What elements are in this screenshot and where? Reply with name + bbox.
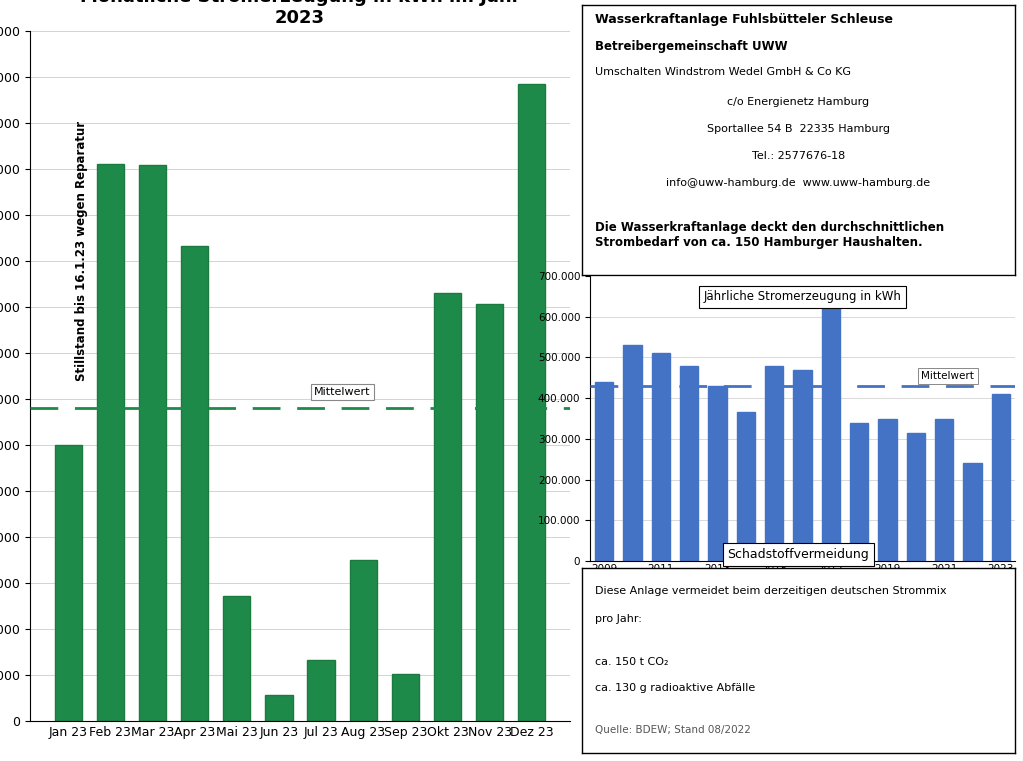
Bar bbox=[54, 445, 82, 721]
Bar bbox=[307, 661, 335, 721]
Title: Monatliche Stromerzeugung in kWh im Jahr
2023: Monatliche Stromerzeugung in kWh im Jahr… bbox=[80, 0, 521, 27]
Text: c/o Energienetz Hamburg: c/o Energienetz Hamburg bbox=[727, 97, 870, 107]
Bar bbox=[879, 419, 897, 561]
Text: Mittelwert: Mittelwert bbox=[314, 387, 370, 397]
Text: Die Wasserkraftanlage deckt den durchschnittlichen
Strombedarf von ca. 150 Hambu: Die Wasserkraftanlage deckt den durchsch… bbox=[595, 221, 944, 249]
Bar bbox=[935, 419, 953, 561]
Bar bbox=[350, 560, 376, 721]
Bar bbox=[518, 84, 545, 721]
Bar bbox=[793, 370, 811, 561]
Text: pro Jahr:: pro Jahr: bbox=[595, 614, 641, 624]
Bar bbox=[623, 345, 641, 561]
Bar bbox=[737, 412, 755, 561]
Bar bbox=[991, 394, 1010, 561]
Bar bbox=[434, 293, 461, 721]
Bar bbox=[265, 696, 293, 721]
Text: Sportallee 54 B  22335 Hamburg: Sportallee 54 B 22335 Hamburg bbox=[707, 124, 890, 134]
Text: ca. 150 t CO₂: ca. 150 t CO₂ bbox=[595, 657, 668, 667]
Text: Stillstand bis 16.1.23 wegen Reparatur: Stillstand bis 16.1.23 wegen Reparatur bbox=[76, 120, 88, 380]
Text: Umschalten Windstrom Wedel GmbH & Co KG: Umschalten Windstrom Wedel GmbH & Co KG bbox=[595, 67, 851, 77]
Text: Mittelwert: Mittelwert bbox=[922, 371, 974, 381]
Text: ca. 130 g radioaktive Abfälle: ca. 130 g radioaktive Abfälle bbox=[595, 683, 755, 693]
Bar bbox=[906, 433, 925, 561]
Text: Jährliche Stromerzeugung in kWh: Jährliche Stromerzeugung in kWh bbox=[704, 290, 901, 303]
Bar bbox=[97, 164, 124, 721]
Text: info@uww-hamburg.de  www.uww-hamburg.de: info@uww-hamburg.de www.uww-hamburg.de bbox=[666, 178, 931, 188]
Bar bbox=[964, 463, 982, 561]
Text: Tel.: 2577676-18: Tel.: 2577676-18 bbox=[752, 151, 845, 161]
Bar bbox=[680, 365, 699, 561]
Bar bbox=[850, 422, 869, 561]
Text: Quelle: BDEW; Stand 08/2022: Quelle: BDEW; Stand 08/2022 bbox=[595, 725, 751, 735]
Text: Wasserkraftanlage Fuhlsbütteler Schleuse: Wasserkraftanlage Fuhlsbütteler Schleuse bbox=[595, 13, 893, 26]
Bar bbox=[652, 353, 670, 561]
Bar bbox=[708, 386, 726, 561]
Bar bbox=[821, 304, 840, 561]
Bar bbox=[181, 247, 209, 721]
Text: Betreibergemeinschaft UWW: Betreibergemeinschaft UWW bbox=[595, 40, 788, 53]
Bar bbox=[392, 674, 419, 721]
Text: Schadstoffvermeidung: Schadstoffvermeidung bbox=[727, 548, 870, 561]
Bar bbox=[223, 596, 251, 721]
Text: Diese Anlage vermeidet beim derzeitigen deutschen Strommix: Diese Anlage vermeidet beim derzeitigen … bbox=[595, 587, 946, 597]
Bar bbox=[139, 165, 166, 721]
Bar bbox=[765, 365, 784, 561]
Bar bbox=[476, 304, 503, 721]
Bar bbox=[595, 382, 614, 561]
